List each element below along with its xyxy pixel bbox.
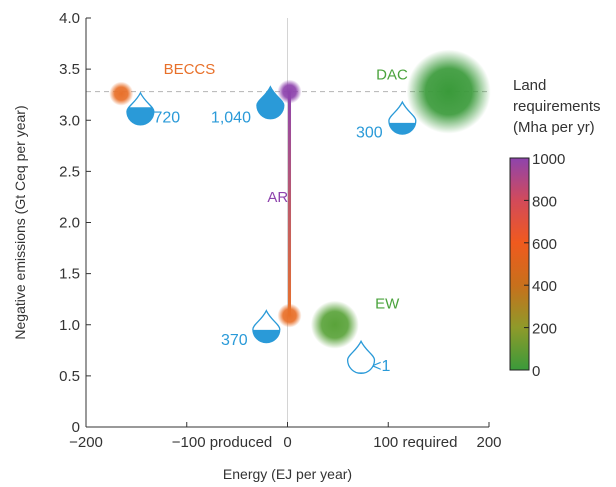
x-tick-label: −100 produced [172,434,273,451]
bubble-ew [310,300,359,349]
water-drop-icon [256,85,285,120]
y-tick-label: 3.0 [59,112,80,129]
water-drop-icon [252,309,281,344]
colorbar-tick-label: 0 [532,363,540,380]
label-ew: EW [375,295,400,312]
label-dac: DAC [376,66,408,83]
bubble-ar-low [277,303,302,328]
y-tick-label: 0 [72,419,80,436]
bubble-ar-high [277,79,302,104]
colorbar-scale [509,157,530,371]
bubble-dac [406,49,491,134]
colorbar-title: Land [513,77,546,94]
water-value-label: <1 [372,358,390,375]
colorbar-tick-label: 200 [532,321,557,338]
ar-connector-line [288,91,292,316]
water-drop-icon [346,339,376,375]
colorbar-title: (Mha per yr) [513,119,595,136]
y-axis-label: Negative emissions (Gt Ceq per year) [12,105,28,339]
x-tick-label: 200 [476,434,501,451]
colorbar-tick-label: 400 [532,278,557,295]
x-tick-label: 100 required [373,434,457,451]
x-tick-label: −200 [69,434,103,451]
label-beccs: BECCS [164,61,216,78]
water-value-label: 1,040 [211,109,251,126]
water-drop-icon [126,91,155,126]
y-tick-label: 2.5 [59,163,80,180]
y-tick-label: 2.0 [59,215,80,232]
x-axis-label: Energy (EJ per year) [223,466,352,482]
colorbar-title: requirements [513,98,601,115]
water-value-label: 300 [356,125,383,142]
y-tick-label: 3.5 [59,61,80,78]
y-tick-label: 0.5 [59,368,80,385]
y-tick-label: 1.5 [59,266,80,283]
colorbar: 0 200 400 600 800 1000 Land requirements (Mha pe… [509,77,601,380]
water-value-label: 370 [221,332,248,349]
colorbar-tick-label: 1000 [532,151,565,168]
water-value-label: 720 [154,109,181,126]
y-tick-label: 4.0 [59,10,80,27]
water-drop-icon [388,100,417,135]
y-tick-label: 1.0 [59,317,80,334]
bubble-beccs [109,81,134,106]
colorbar-tick-label: 800 [532,193,557,210]
label-ar: AR [267,189,288,206]
x-tick-label: 0 [283,434,291,451]
water-drop-fill [388,122,416,135]
data-marks [109,49,491,375]
colorbar-tick-label: 600 [532,236,557,253]
annotations: BECCS DAC AR EW 720 1,040 300 370 <1 [154,61,408,375]
axes: −200 −100 produced 0 100 required 200 0 0.5 1.0… [12,10,502,482]
water-drop-fill [252,329,280,343]
water-drop-fill [126,107,154,125]
